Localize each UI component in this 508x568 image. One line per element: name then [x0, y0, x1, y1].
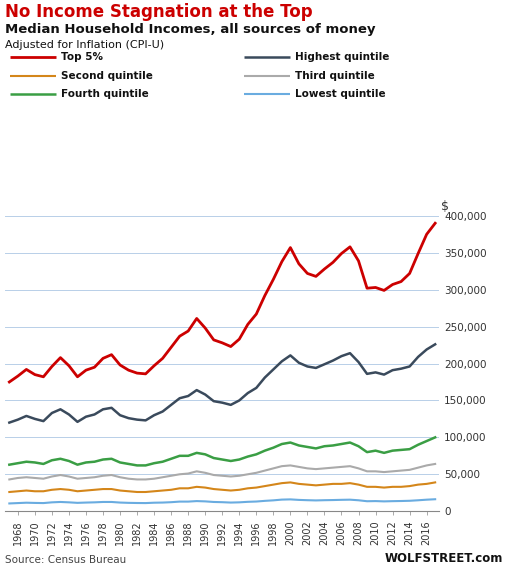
Text: $: $ [441, 200, 449, 213]
Text: No Income Stagnation at the Top: No Income Stagnation at the Top [5, 3, 313, 21]
Text: Third quintile: Third quintile [295, 70, 374, 81]
Text: Fourth quintile: Fourth quintile [61, 89, 149, 99]
Text: Second quintile: Second quintile [61, 70, 153, 81]
Text: Median Household Incomes, all sources of money: Median Household Incomes, all sources of… [5, 23, 375, 36]
Text: WOLFSTREET.com: WOLFSTREET.com [385, 552, 503, 565]
Text: Adjusted for Inflation (CPI-U): Adjusted for Inflation (CPI-U) [5, 40, 164, 50]
Text: Highest quintile: Highest quintile [295, 52, 389, 62]
Text: Top 5%: Top 5% [61, 52, 103, 62]
Text: Lowest quintile: Lowest quintile [295, 89, 385, 99]
Text: Source: Census Bureau: Source: Census Bureau [5, 555, 126, 565]
